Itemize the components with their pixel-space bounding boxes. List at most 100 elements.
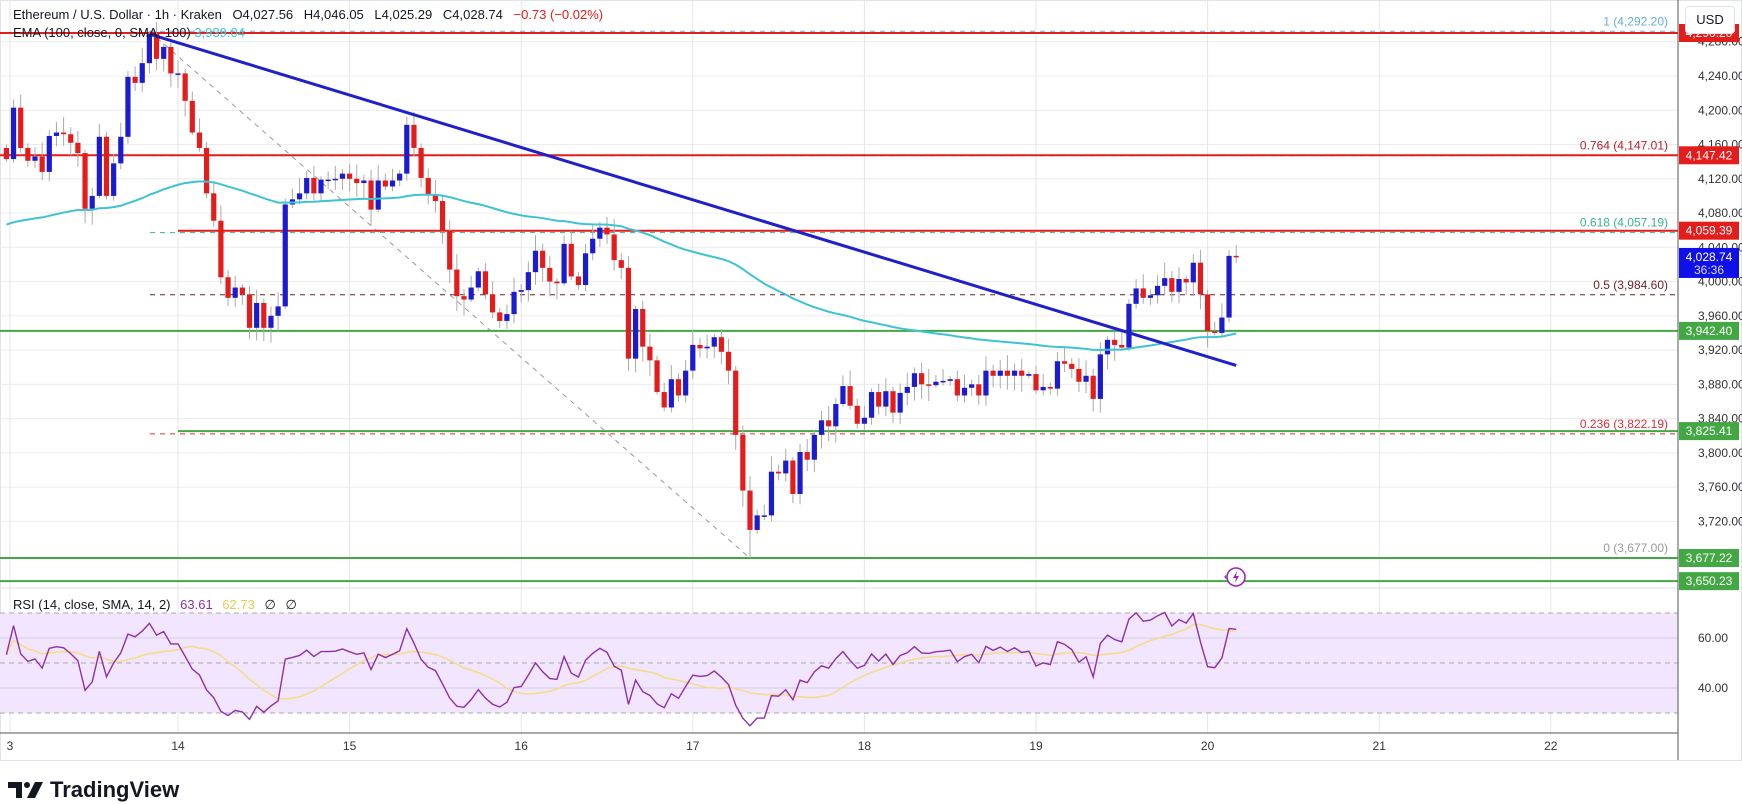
candle-up (254, 302, 260, 328)
candle-up (1190, 262, 1196, 283)
ohlc-low: L4,025.29 (374, 7, 433, 22)
candle-down (554, 281, 560, 284)
candle-up (668, 379, 674, 408)
candle-down (411, 124, 417, 148)
alert-lightning-icon[interactable] (1224, 567, 1246, 587)
rsi-tick-label: 40.00 (1698, 681, 1728, 695)
brand-name: TradingView (50, 777, 180, 802)
candle-down (211, 193, 217, 221)
price-tick-label: 3,800.00 (1698, 446, 1742, 460)
support-price-tag (1679, 422, 1739, 441)
candle-down (425, 177, 431, 195)
candle-down (568, 243, 574, 277)
candle-up (504, 314, 510, 321)
candle-down (261, 302, 267, 328)
candle-down (382, 180, 388, 187)
candle-up (1226, 255, 1232, 318)
candle-up (704, 346, 710, 349)
candle-down (740, 434, 746, 491)
candle-up (96, 136, 102, 196)
candle-up (1040, 386, 1046, 391)
candle-down (826, 420, 832, 427)
candle-up (1097, 354, 1103, 399)
candle-up (332, 178, 338, 181)
candle-up (1104, 339, 1111, 355)
levels: 1 (4,292.20) 0.764 (4,147.01) 0.618 (4,057… (0, 14, 1678, 583)
candle-up (525, 272, 531, 291)
candle-down (1112, 339, 1118, 345)
candle-down (790, 460, 796, 494)
price-tick-label: 3,720.00 (1698, 514, 1742, 528)
candle-down (1169, 278, 1175, 292)
candle-down (132, 76, 138, 83)
candle-up (969, 384, 975, 388)
candle-down (447, 231, 453, 270)
candle-up (339, 173, 346, 179)
candle-down (497, 312, 503, 321)
candle-up (961, 387, 968, 396)
candle-down (575, 276, 581, 285)
candle-up (754, 515, 760, 530)
candles (3, 22, 1239, 559)
candle-up (1026, 374, 1032, 376)
candle-up (911, 373, 918, 387)
candle-down (547, 267, 553, 282)
candle-up (1162, 278, 1168, 286)
time-tick-label: 21 (1373, 739, 1387, 753)
time-axis[interactable]: 3 14 15 16 17 18 19 20 21 22 (0, 732, 1678, 753)
time-tick-label: 3 (7, 739, 14, 753)
rsi-legend-label: RSI (14, close, SMA, 14, 2) (13, 597, 171, 612)
candle-down (990, 370, 996, 376)
candle-up (125, 76, 131, 137)
candle-down (625, 267, 632, 359)
rsi-tick-label: 60.00 (1698, 631, 1728, 645)
ohlc-open: O4,027.56 (232, 7, 294, 22)
fib-level-label: 0 (3,677.00) (1603, 541, 1668, 555)
rsi-legend[interactable]: RSI (14, close, SMA, 14, 2) 63.61 62.73 … (13, 597, 297, 613)
candle-up (768, 471, 775, 516)
candle-up (1133, 288, 1139, 304)
candle-down (733, 370, 739, 435)
ohlc-close: C4,028.74 (442, 7, 503, 22)
candle-down (1212, 331, 1218, 333)
candle-up (840, 386, 846, 405)
candle-down (540, 250, 546, 268)
candle-down (39, 156, 45, 172)
bearish-trendline (148, 32, 1237, 367)
candle-down (439, 201, 446, 232)
candle-up (590, 238, 596, 254)
candle-up (518, 290, 524, 292)
candle-up (761, 515, 767, 517)
candle-up (296, 193, 303, 200)
candle-up (1011, 370, 1018, 376)
candle-up (861, 417, 867, 424)
candle-up (375, 180, 381, 210)
candle-down (647, 346, 653, 361)
resistance-price-tag (1679, 221, 1739, 240)
candle-down (246, 294, 253, 328)
candle-up (89, 195, 95, 209)
candle-down (604, 227, 610, 235)
symbol-legend[interactable]: Ethereum / U.S. Dollar · 1h · Kraken O4,… (13, 7, 610, 22)
candle-down (1119, 344, 1125, 348)
candle-up (268, 315, 274, 328)
ema-legend[interactable]: EMA (100, close, 0, SMA, 100) 3,939.04 (13, 25, 245, 40)
currency-button[interactable]: USD (1685, 6, 1735, 34)
candle-up (997, 370, 1003, 376)
candle-up (361, 180, 367, 184)
overlays (6, 32, 1237, 367)
grid (0, 0, 1742, 761)
candle-up (46, 135, 52, 172)
price-axis[interactable]: 4,280.004,240.004,200.004,160.004,120.00… (1677, 0, 1742, 760)
price-tick-label: 3,760.00 (1698, 480, 1742, 494)
candle-down (354, 178, 360, 184)
candle-up (797, 452, 803, 494)
candle-up (325, 179, 331, 182)
candle-down (196, 132, 203, 148)
fib-level-label: 0.764 (4,147.01) (1580, 139, 1668, 153)
candle-down (311, 177, 317, 194)
tradingview-logo[interactable]: TradingView (8, 777, 179, 803)
candle-up (940, 380, 946, 383)
candle-down (611, 234, 617, 261)
